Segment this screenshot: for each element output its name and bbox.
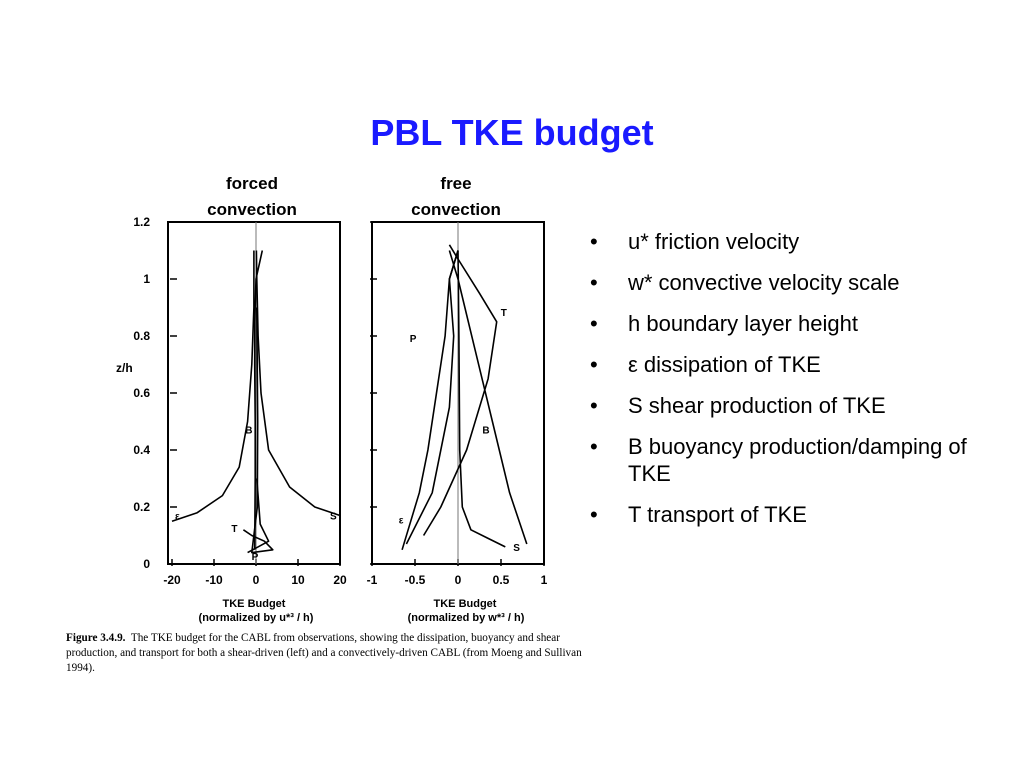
- x-tick-label: -0.5: [405, 573, 426, 587]
- x-tick-label: 1: [541, 573, 548, 587]
- bullet-dot: •: [590, 502, 598, 527]
- series-line-p: [247, 478, 270, 554]
- series-label-p: P: [252, 552, 259, 563]
- bullet-item: • u* friction velocity: [590, 228, 1010, 255]
- x-tick-label: -1: [367, 573, 378, 587]
- y-tick-label: 1: [143, 272, 150, 286]
- series-line-epsilon: [171, 250, 255, 523]
- series-line-b: [253, 250, 264, 550]
- bullet-item: • B buoyancy production/damping of TKE: [590, 433, 1010, 487]
- left-panel-heading-line-2: convection: [207, 200, 297, 219]
- right-panel-heading-line-2: convection: [411, 200, 501, 219]
- y-tick-label: 0: [143, 557, 150, 571]
- figure-caption-label: Figure 3.4.9.: [66, 632, 126, 644]
- series-line-t: [422, 244, 498, 536]
- bullet-item: • h boundary layer height: [590, 310, 1010, 337]
- x-tick-label: 20: [333, 573, 347, 587]
- series-line-epsilon: [401, 250, 459, 551]
- bullet-text: S shear production of TKE: [628, 393, 886, 418]
- right-x-axis-label-line-1: TKE Budget: [434, 598, 497, 610]
- series-line-p: [405, 250, 459, 545]
- left-y-axis-label: z/h: [116, 361, 133, 375]
- bullet-text: w* convective velocity scale: [628, 270, 900, 295]
- series-label-t: T: [501, 308, 507, 319]
- free-convection-panel: -1 -0.5 0 0.5 1 ε S B T P TKE Budget (normalized…: [367, 221, 548, 624]
- bullet-item: • S shear production of TKE: [590, 392, 1010, 419]
- series-line-b: [448, 250, 528, 545]
- series-line-t: [242, 307, 274, 554]
- bullet-text: B buoyancy production/damping of TKE: [628, 434, 967, 486]
- figure-caption-text: The TKE budget for the CABL from observa…: [66, 632, 582, 674]
- x-tick-label: 0: [253, 573, 260, 587]
- series-label-epsilon: ε: [399, 515, 404, 526]
- bullet-dot: •: [590, 270, 598, 295]
- bullet-dot: •: [590, 434, 598, 459]
- left-x-axis-label-line-2: (normalized by u*³ / h): [199, 612, 314, 624]
- x-tick-label: -20: [163, 573, 181, 587]
- series-label-s: S: [513, 543, 520, 554]
- series-label-s: S: [330, 512, 337, 523]
- x-tick-label: 10: [291, 573, 305, 587]
- bullet-dot: •: [590, 311, 598, 336]
- series-label-t: T: [231, 524, 237, 535]
- y-tick-label: 0.6: [133, 386, 150, 400]
- slide-title: PBL TKE budget: [370, 112, 654, 153]
- bullet-dot: •: [590, 229, 598, 254]
- series-line-s: [255, 250, 341, 517]
- y-tick-label: 0.4: [133, 443, 150, 457]
- bullet-text: u* friction velocity: [628, 229, 800, 254]
- y-tick-label: 0.8: [133, 329, 150, 343]
- left-plot-frame: [167, 221, 341, 565]
- left-panel-heading: forced convection: [172, 171, 332, 223]
- x-tick-label: 0.5: [493, 573, 510, 587]
- bullet-item: • T transport of TKE: [590, 501, 1010, 528]
- series-label-epsilon: ε: [175, 511, 180, 522]
- left-x-axis-label-line-1: TKE Budget: [223, 598, 286, 610]
- left-panel-heading-line-1: forced: [226, 174, 278, 193]
- series-label-b: B: [482, 426, 489, 437]
- series-label-p: P: [410, 334, 417, 345]
- bullet-item: • ε dissipation of TKE: [590, 351, 1010, 378]
- y-tick-label: 1.2: [133, 215, 150, 229]
- right-panel-heading: free convection: [376, 171, 536, 223]
- bullet-dot: •: [590, 393, 598, 418]
- series-label-b: B: [245, 426, 252, 437]
- bullet-text: T transport of TKE: [628, 502, 807, 527]
- figure-caption: Figure 3.4.9. The TKE budget for the CAB…: [66, 631, 586, 676]
- bullet-dot: •: [590, 352, 598, 377]
- definition-list: • u* friction velocity • w* convective vel…: [590, 228, 1010, 542]
- series-line-s: [457, 250, 506, 548]
- right-x-axis-label-line-2: (normalized by w*³ / h): [408, 612, 525, 624]
- bullet-text: h boundary layer height: [628, 311, 858, 336]
- right-panel-heading-line-1: free: [440, 174, 472, 193]
- y-tick-label: 0.2: [133, 500, 150, 514]
- bullet-text: ε dissipation of TKE: [628, 352, 821, 377]
- x-tick-label: -10: [205, 573, 223, 587]
- x-tick-label: 0: [455, 573, 462, 587]
- bullet-item: • w* convective velocity scale: [590, 269, 1010, 296]
